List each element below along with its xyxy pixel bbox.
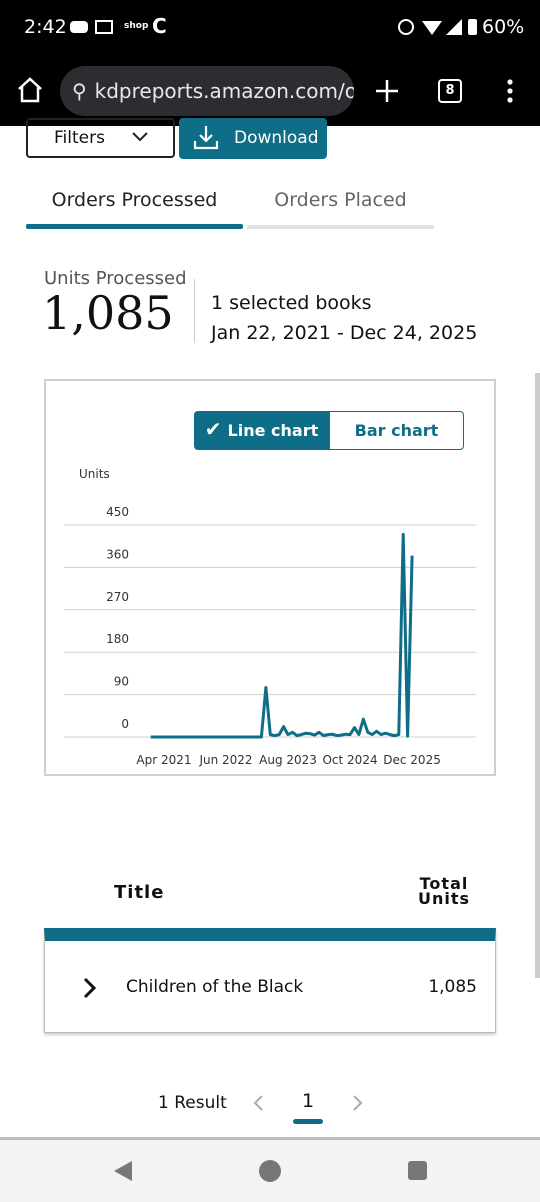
line-chart-label: Line chart xyxy=(227,421,319,440)
summary-label: Units Processed xyxy=(44,268,187,289)
y-tick-label: 270 xyxy=(106,590,129,604)
result-count: 1 Result xyxy=(158,1093,227,1113)
browser-bar: ⚲ kdpreports.amazon.com/or 8 xyxy=(0,52,540,126)
x-tick-label: Oct 2024 xyxy=(322,753,377,767)
table-header-title: Title xyxy=(114,882,165,903)
url: kdpreports.amazon.com/or xyxy=(94,79,354,103)
line-chart: Units 0 90 180 270 360 450 Apr 2021 Jun 2022 Aug… xyxy=(64,467,476,767)
y-tick-label: 0 xyxy=(121,717,129,731)
y-tick-label: 180 xyxy=(106,632,129,646)
check-icon: ✔ xyxy=(204,417,222,441)
c-icon: C xyxy=(152,14,167,38)
expand-chevron[interactable] xyxy=(83,977,97,999)
y-tick-label: 90 xyxy=(114,675,129,689)
x-tick-label: Jun 2022 xyxy=(198,753,252,767)
system-icons xyxy=(398,19,477,35)
nav-bar xyxy=(0,1137,540,1202)
x-tick-label: Aug 2023 xyxy=(259,753,317,767)
next-page[interactable] xyxy=(352,1094,364,1112)
divider xyxy=(194,279,195,343)
status-bar: 2:42 shop C 60% xyxy=(0,0,540,52)
book-units: 1,085 xyxy=(428,977,477,997)
bar-chart-toggle[interactable]: Bar chart xyxy=(329,411,464,450)
table-header-units: Total Units xyxy=(417,874,471,908)
time: 2:42 xyxy=(24,16,67,38)
url-bar[interactable]: ⚲ kdpreports.amazon.com/or xyxy=(60,66,354,116)
menu-button[interactable] xyxy=(504,78,516,104)
shop-icon: shop xyxy=(124,21,149,31)
x-tick-label: Apr 2021 xyxy=(136,753,191,767)
book-title: Children of the Black xyxy=(126,977,304,997)
scrollbar xyxy=(535,373,540,978)
selected-books: 1 selected books xyxy=(211,292,372,314)
filters-label: Filters xyxy=(54,128,105,148)
tab-count[interactable]: 8 xyxy=(438,79,462,103)
active-tab-indicator xyxy=(26,224,243,229)
current-page[interactable]: 1 xyxy=(301,1090,315,1112)
nav-buttons[interactable] xyxy=(110,1158,440,1184)
download-button[interactable]: Download xyxy=(179,118,327,159)
y-axis-label: Units xyxy=(79,467,110,481)
home-button[interactable] xyxy=(16,76,44,104)
y-tick-label: 450 xyxy=(106,505,129,519)
summary-value: 1,085 xyxy=(42,286,174,340)
tab-orders-processed[interactable]: Orders Processed xyxy=(51,189,218,211)
data-line xyxy=(150,532,414,739)
y-tick-label: 360 xyxy=(106,547,129,561)
x-tick-label: Dec 2025 xyxy=(383,753,441,767)
filters-button[interactable]: Filters xyxy=(26,118,175,158)
table-row: Children of the Black 1,085 xyxy=(44,928,496,1033)
date-range: Jan 22, 2021 - Dec 24, 2025 xyxy=(211,322,478,344)
line-chart-toggle[interactable]: ✔ Line chart xyxy=(194,411,329,450)
page-indicator xyxy=(293,1119,323,1124)
battery: 60% xyxy=(482,16,525,38)
chart-panel xyxy=(44,379,496,776)
tab-orders-placed[interactable]: Orders Placed xyxy=(274,189,407,211)
prev-page[interactable] xyxy=(252,1094,264,1112)
site-settings-icon: ⚲ xyxy=(72,79,87,103)
new-tab-button[interactable] xyxy=(374,78,400,104)
chevron-down xyxy=(132,132,148,142)
download-label: Download xyxy=(234,128,319,148)
status-icons xyxy=(70,20,113,34)
tab-underline xyxy=(247,225,434,229)
download-icon xyxy=(193,126,219,150)
